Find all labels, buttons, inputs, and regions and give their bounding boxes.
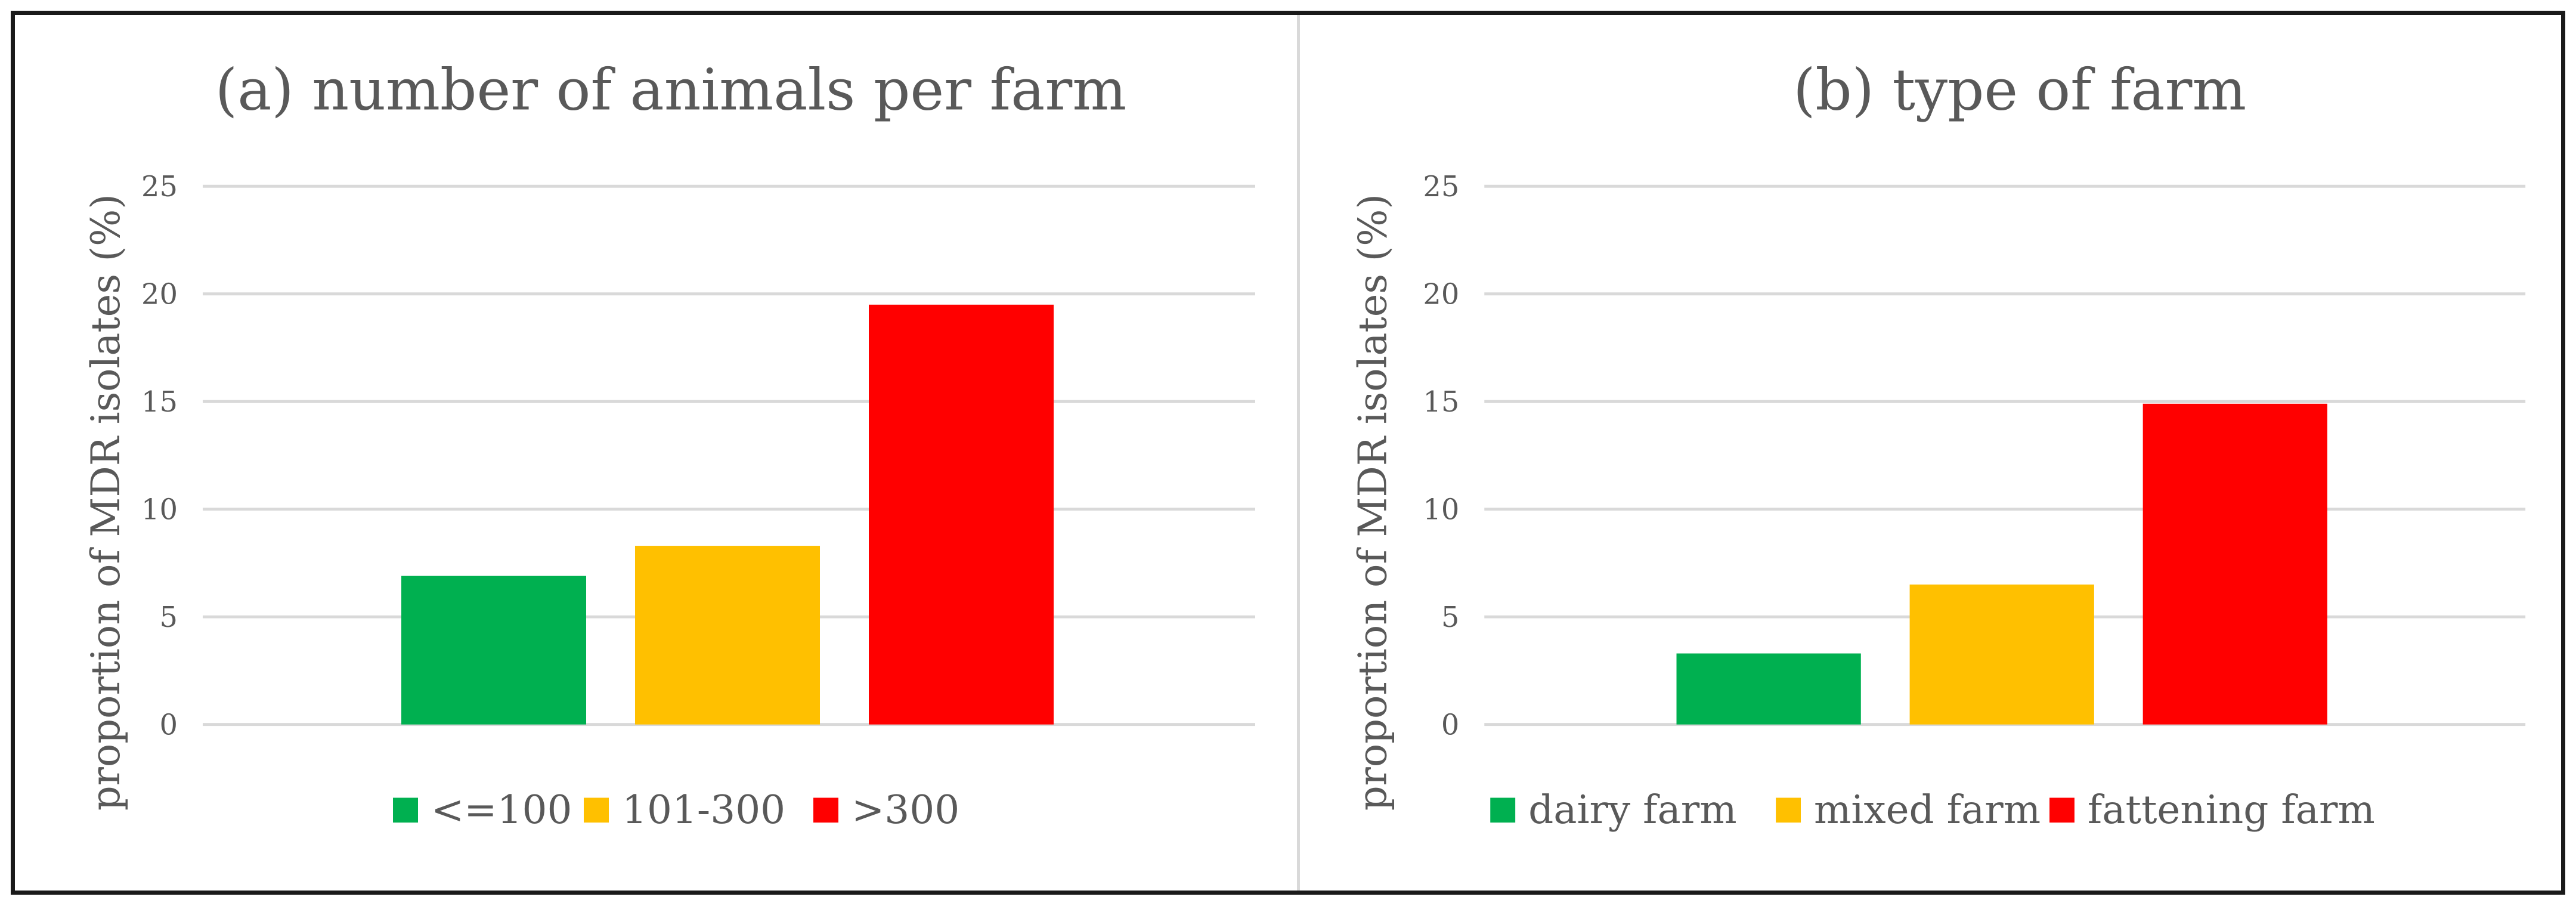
legend-swatch-1 xyxy=(1490,797,1516,823)
bar-1 xyxy=(1676,653,1861,725)
bar-3 xyxy=(2142,403,2327,725)
legend-label-2: 101-300 xyxy=(622,787,785,833)
bar-chart-a: (a) number of animals per farm proportio… xyxy=(83,57,1255,833)
legend-swatch-3 xyxy=(813,797,838,823)
y-axis-label-b: proportion of MDR isolates (%) xyxy=(1350,194,1395,811)
bar-2 xyxy=(635,546,820,725)
legend-swatch-1 xyxy=(393,797,418,823)
legend-swatch-3 xyxy=(2049,797,2075,823)
legend-label-3: fattening farm xyxy=(2088,787,2375,833)
legend-label-2: mixed farm xyxy=(1814,787,2041,833)
y-tick-label: 0 xyxy=(159,709,178,742)
y-tick-label: 20 xyxy=(141,279,178,311)
bar-3 xyxy=(869,304,1054,725)
legend-swatch-2 xyxy=(584,797,609,823)
chart-title-b: (b) type of farm xyxy=(1793,57,2246,123)
y-axis-label-a: proportion of MDR isolates (%) xyxy=(83,194,129,811)
legend-swatch-2 xyxy=(1776,797,1801,823)
y-tick-label: 5 xyxy=(1441,601,1459,634)
bar-1 xyxy=(401,576,586,725)
y-tick-label: 10 xyxy=(1423,494,1459,527)
y-tick-label: 15 xyxy=(141,386,178,419)
y-tick-label: 25 xyxy=(141,171,178,203)
y-tick-label: 0 xyxy=(1441,709,1459,742)
y-tick-label: 10 xyxy=(141,494,178,527)
legend-label-1: <=100 xyxy=(431,787,572,833)
figure-frame: (a) number of animals per farm proportio… xyxy=(11,11,2565,895)
y-tick-label: 15 xyxy=(1423,386,1459,419)
bar-chart-b: (b) type of farm proportion of MDR isola… xyxy=(1350,57,2526,833)
chart-panel-b: (b) type of farm proportion of MDR isola… xyxy=(1297,15,2561,891)
chart-panel-a: (a) number of animals per farm proportio… xyxy=(15,15,1297,891)
legend-label-1: dairy farm xyxy=(1528,787,1737,833)
y-tick-label: 25 xyxy=(1423,171,1459,203)
y-tick-label: 5 xyxy=(159,601,178,634)
legend-label-3: >300 xyxy=(852,787,959,833)
y-tick-label: 20 xyxy=(1423,279,1459,311)
bar-2 xyxy=(1909,585,2094,725)
chart-title-a: (a) number of animals per farm xyxy=(215,57,1126,123)
